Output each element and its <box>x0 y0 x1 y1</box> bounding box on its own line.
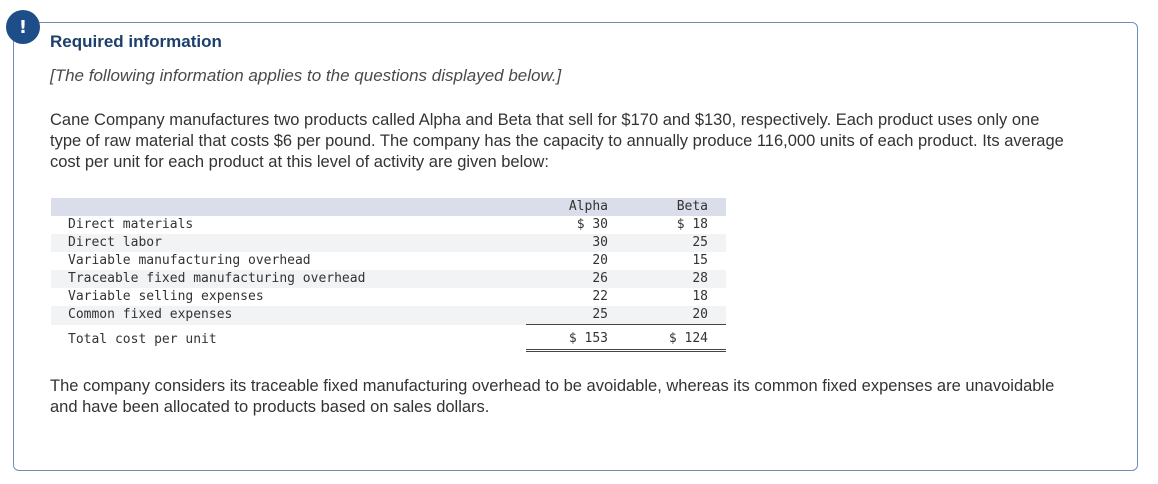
table-header-row: Alpha Beta <box>51 198 726 216</box>
info-panel <box>13 22 1138 471</box>
alpha-value: 22 <box>592 289 608 304</box>
section-heading: Required information <box>50 32 222 51</box>
header-alpha: Alpha <box>526 198 626 216</box>
alpha-value: 20 <box>592 253 608 268</box>
section-subheading: [The following information applies to th… <box>50 66 562 85</box>
beta-value: 28 <box>626 270 726 288</box>
row-label: Traceable fixed manufacturing overhead <box>51 270 526 288</box>
total-row: Total cost per unit $ 153 $ 124 <box>51 324 726 352</box>
row-label: Direct materials <box>68 217 194 232</box>
row-label: Direct labor <box>51 234 526 252</box>
beta-value: 20 <box>626 306 726 325</box>
table-row: Traceable fixed manufacturing overhead 2… <box>51 270 726 288</box>
alpha-value: 26 <box>526 270 626 288</box>
table-row: Direct materials $ 30 $ 18 <box>51 216 726 234</box>
closing-paragraph: The company considers its traceable fixe… <box>50 377 1055 416</box>
alpha-total: $ 153 <box>526 324 626 352</box>
header-label-cell <box>51 198 526 216</box>
row-label: Variable selling expenses <box>68 289 264 304</box>
beta-value: $ 18 <box>676 217 708 232</box>
cost-table: Alpha Beta Direct materials $ 30 $ 18 Di… <box>51 198 726 352</box>
alpha-value: $ 30 <box>576 217 608 232</box>
intro-paragraph: Cane Company manufactures two products c… <box>50 111 1064 171</box>
alpha-value: 30 <box>526 234 626 252</box>
table-row: Common fixed expenses 25 20 <box>51 306 726 325</box>
beta-value: 18 <box>692 289 708 304</box>
beta-value: 15 <box>692 253 708 268</box>
row-label: Common fixed expenses <box>51 306 526 325</box>
row-label: Variable manufacturing overhead <box>68 253 311 268</box>
beta-total: $ 124 <box>626 324 726 352</box>
table-row: Variable selling expenses 22 18 <box>51 288 726 306</box>
beta-value: 25 <box>626 234 726 252</box>
alpha-value: 25 <box>526 306 626 325</box>
total-label: Total cost per unit <box>68 331 217 347</box>
table-row: Variable manufacturing overhead 20 15 <box>51 252 726 270</box>
table-row: Direct labor 30 25 <box>51 234 726 252</box>
header-beta: Beta <box>626 198 726 216</box>
alert-icon: ! <box>6 10 40 44</box>
